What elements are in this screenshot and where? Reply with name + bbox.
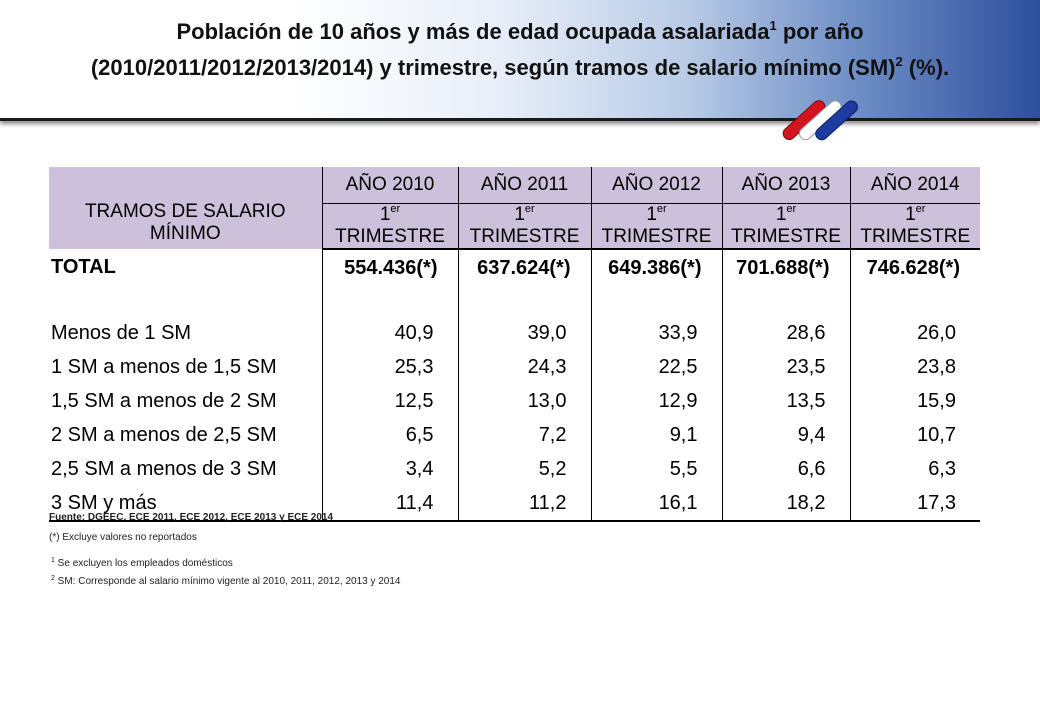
cell-value: 23,5 [721,350,850,384]
year-header: AÑO 2010 [321,167,458,204]
title-line-2-suffix: (%). [902,55,950,80]
total-value: 649.386(*) [590,249,722,286]
row-label: 1 SM a menos de 1,5 SM [51,355,277,378]
year-header-row: TRAMOS DE SALARIO MÍNIMO AÑO 2010 AÑO 20… [49,167,980,244]
source-note: Fuente: DGEEC. ECE 2011, ECE 2012, ECE 2… [49,512,334,523]
row-label: 2,5 SM a menos de 3 SM [51,457,277,480]
total-row: TOTAL 554.436(*) 637.624(*) 649.386(*) 7… [49,249,980,286]
total-label: TOTAL [51,256,116,278]
cell-value: 11,2 [457,486,591,522]
asterisk-note: (*) Excluye valores no reportados [49,532,197,543]
cell-value: 13,0 [457,384,591,418]
title-footnote-marker-2: 2 [895,54,903,69]
table-row: 2 SM a menos de 2,5 SM 6,5 7,2 9,1 9,4 1… [49,418,980,452]
cell-value: 9,1 [590,418,722,452]
salary-brackets-table: TRAMOS DE SALARIO MÍNIMO AÑO 2010 AÑO 20… [49,167,980,522]
year-header: AÑO 2012 [590,167,722,204]
row-header-label: TRAMOS DE SALARIO MÍNIMO [84,201,286,244]
row-label: 2 SM a menos de 2,5 SM [51,423,277,446]
row-label: Menos de 1 SM [51,321,192,344]
cell-value: 17,3 [849,486,980,522]
year-header: AÑO 2011 [457,167,591,204]
row-label: 3 SM y más [49,486,322,522]
row-label: 1,5 SM a menos de 2 SM [51,389,277,412]
cell-value: 5,5 [590,452,722,486]
cell-value: 25,3 [321,350,458,384]
quarter-header: 1er TRIMESTRE [321,203,458,250]
cell-value: 13,5 [721,384,850,418]
quarter-header: 1er TRIMESTRE [590,203,722,250]
cell-value: 10,7 [849,418,980,452]
cell-value: 11,4 [321,486,458,522]
page-title: Población de 10 años y más de edad ocupa… [0,14,1040,86]
cell-value: 16,1 [590,486,722,522]
footnote-2: 2 SM: Corresponde al salario mínimo vige… [51,575,401,587]
total-value: 554.436(*) [321,249,458,286]
total-value: 701.688(*) [721,249,850,286]
cell-value: 18,2 [721,486,850,522]
quarter-header: 1er TRIMESTRE [721,203,850,250]
title-line-2-text: (2010/2011/2012/2013/2014) y trimestre, … [90,55,896,80]
title-line-1: Población de 10 años y más de edad ocupa… [0,14,1040,50]
title-line-1-text: Población de 10 años y más de edad ocupa… [176,19,770,44]
cell-value: 5,2 [457,452,591,486]
cell-value: 28,6 [721,316,850,350]
cell-value: 22,5 [590,350,722,384]
total-value: 746.628(*) [849,249,980,286]
table-row: 2,5 SM a menos de 3 SM 3,4 5,2 5,5 6,6 6… [49,452,980,486]
table-row: 3 SM y más 11,4 11,2 16,1 18,2 17,3 [49,486,980,522]
footnote-1: 1 Se excluyen los empleados domésticos [51,557,233,569]
cell-value: 15,9 [849,384,980,418]
title-banner: Población de 10 años y más de edad ocupa… [0,0,1040,121]
total-value: 637.624(*) [457,249,591,286]
cell-value: 24,3 [457,350,591,384]
logo-blue-stripe [815,100,858,141]
cell-value: 7,2 [457,418,591,452]
cell-value: 40,9 [321,316,458,350]
flag-stripes-logo [782,100,858,141]
title-footnote-marker-1: 1 [769,18,777,33]
cell-value: 6,6 [721,452,850,486]
table-row: 1,5 SM a menos de 2 SM 12,5 13,0 12,9 13… [49,384,980,418]
spacer-row [49,286,980,316]
cell-value: 39,0 [457,316,591,350]
cell-value: 12,5 [321,384,458,418]
year-header: AÑO 2014 [849,167,980,204]
title-line-1-suffix: por año [776,19,864,44]
table-row: Menos de 1 SM 40,9 39,0 33,9 28,6 26,0 [49,316,980,350]
year-header: AÑO 2013 [721,167,850,204]
cell-value: 6,5 [321,418,458,452]
quarter-header: 1er TRIMESTRE [457,203,591,250]
cell-value: 23,8 [849,350,980,384]
cell-value: 9,4 [721,418,850,452]
cell-value: 12,9 [590,384,722,418]
quarter-header: 1er TRIMESTRE [849,203,980,250]
cell-value: 26,0 [849,316,980,350]
quarter-header-row: 1er TRIMESTRE 1er TRIMESTRE 1er TRIMESTR… [49,203,980,250]
table-row: 1 SM a menos de 1,5 SM 25,3 24,3 22,5 23… [49,350,980,384]
cell-value: 33,9 [590,316,722,350]
cell-value: 6,3 [849,452,980,486]
cell-value: 3,4 [321,452,458,486]
title-line-2: (2010/2011/2012/2013/2014) y trimestre, … [0,50,1040,86]
